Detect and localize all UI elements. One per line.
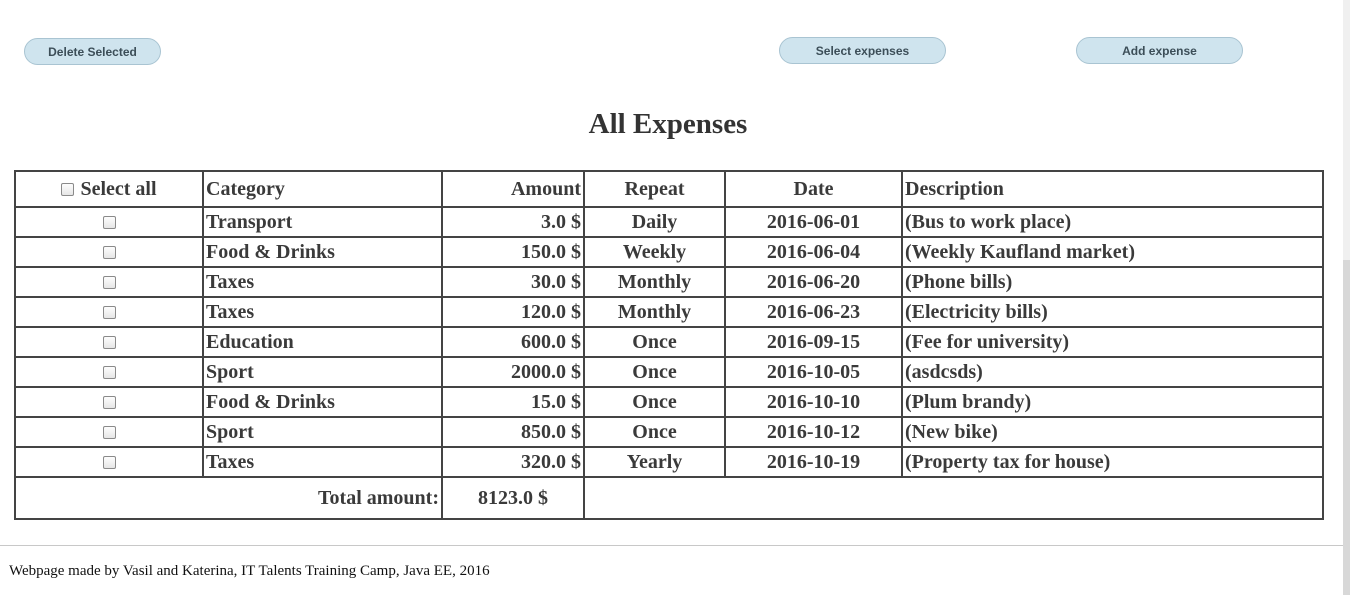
table-row: Education 600.0 $ Once 2016-09-15 (Fee f… [14, 326, 1324, 358]
total-label: Total amount: [14, 476, 443, 520]
cell-amount: 600.0 $ [441, 326, 585, 358]
cell-category: Food & Drinks [202, 236, 443, 268]
cell-amount: 2000.0 $ [441, 356, 585, 388]
cell-description: (Fee for university) [901, 326, 1324, 358]
table-row: Transport 3.0 $ Daily 2016-06-01 (Bus to… [14, 206, 1324, 238]
cell-repeat: Once [583, 356, 726, 388]
cell-category: Education [202, 326, 443, 358]
footer-divider [0, 545, 1343, 546]
row-checkbox[interactable] [102, 276, 116, 290]
header-category: Category [202, 170, 443, 208]
cell-description: (Bus to work place) [901, 206, 1324, 238]
cell-category: Sport [202, 356, 443, 388]
cell-date: 2016-06-04 [724, 236, 903, 268]
table-row: Taxes 120.0 $ Monthly 2016-06-23 (Electr… [14, 296, 1324, 328]
cell-amount: 15.0 $ [441, 386, 585, 418]
cell-repeat: Yearly [583, 446, 726, 478]
table-row: Sport 2000.0 $ Once 2016-10-05 (asdcsds) [14, 356, 1324, 388]
cell-date: 2016-10-12 [724, 416, 903, 448]
cell-amount: 30.0 $ [441, 266, 585, 298]
total-empty-cell [583, 476, 1324, 520]
cell-category: Food & Drinks [202, 386, 443, 418]
cell-category: Taxes [202, 446, 443, 478]
select-expenses-button[interactable]: Select expenses [779, 37, 946, 64]
cell-amount: 850.0 $ [441, 416, 585, 448]
expenses-table: Select all Category Amount Repeat Date D… [14, 170, 1324, 520]
cell-date: 2016-09-15 [724, 326, 903, 358]
cell-date: 2016-10-19 [724, 446, 903, 478]
table-row: Food & Drinks 150.0 $ Weekly 2016-06-04 … [14, 236, 1324, 268]
cell-description: (Weekly Kaufland market) [901, 236, 1324, 268]
footer-text: Webpage made by Vasil and Katerina, IT T… [9, 563, 490, 579]
cell-category: Taxes [202, 266, 443, 298]
total-row: Total amount: 8123.0 $ [14, 476, 1324, 520]
cell-amount: 150.0 $ [441, 236, 585, 268]
cell-repeat: Daily [583, 206, 726, 238]
table-row: Food & Drinks 15.0 $ Once 2016-10-10 (Pl… [14, 386, 1324, 418]
row-checkbox[interactable] [102, 396, 116, 410]
cell-amount: 3.0 $ [441, 206, 585, 238]
table-row: Taxes 320.0 $ Yearly 2016-10-19 (Propert… [14, 446, 1324, 478]
cell-repeat: Monthly [583, 296, 726, 328]
cell-date: 2016-10-10 [724, 386, 903, 418]
table-header-row: Select all Category Amount Repeat Date D… [14, 170, 1324, 208]
delete-selected-button[interactable]: Delete Selected [24, 38, 161, 65]
cell-category: Transport [202, 206, 443, 238]
cell-description: (Phone bills) [901, 266, 1324, 298]
row-checkbox[interactable] [102, 456, 116, 470]
row-checkbox[interactable] [102, 216, 116, 230]
cell-description: (Property tax for house) [901, 446, 1324, 478]
cell-repeat: Once [583, 416, 726, 448]
header-date: Date [724, 170, 903, 208]
cell-description: (Electricity bills) [901, 296, 1324, 328]
cell-description: (Plum brandy) [901, 386, 1324, 418]
header-repeat: Repeat [583, 170, 726, 208]
cell-date: 2016-06-23 [724, 296, 903, 328]
row-checkbox[interactable] [102, 306, 116, 320]
header-description: Description [901, 170, 1324, 208]
cell-repeat: Monthly [583, 266, 726, 298]
row-checkbox[interactable] [102, 336, 116, 350]
select-all-checkbox[interactable] [61, 182, 75, 196]
cell-category: Taxes [202, 296, 443, 328]
cell-repeat: Once [583, 386, 726, 418]
table-row: Taxes 30.0 $ Monthly 2016-06-20 (Phone b… [14, 266, 1324, 298]
cell-repeat: Once [583, 326, 726, 358]
header-select-all: Select all [14, 170, 204, 208]
row-checkbox[interactable] [102, 246, 116, 260]
header-amount: Amount [441, 170, 585, 208]
row-checkbox[interactable] [102, 366, 116, 380]
cell-date: 2016-10-05 [724, 356, 903, 388]
cell-repeat: Weekly [583, 236, 726, 268]
cell-category: Sport [202, 416, 443, 448]
cell-date: 2016-06-01 [724, 206, 903, 238]
cell-amount: 320.0 $ [441, 446, 585, 478]
select-all-label: Select all [80, 177, 157, 200]
scrollbar-thumb[interactable] [1343, 260, 1350, 595]
add-expense-button[interactable]: Add expense [1076, 37, 1243, 64]
page-title: All Expenses [588, 108, 748, 140]
row-checkbox[interactable] [102, 426, 116, 440]
cell-amount: 120.0 $ [441, 296, 585, 328]
table-row: Sport 850.0 $ Once 2016-10-12 (New bike) [14, 416, 1324, 448]
cell-description: (asdcsds) [901, 356, 1324, 388]
total-value: 8123.0 $ [441, 476, 585, 520]
cell-date: 2016-06-20 [724, 266, 903, 298]
cell-description: (New bike) [901, 416, 1324, 448]
